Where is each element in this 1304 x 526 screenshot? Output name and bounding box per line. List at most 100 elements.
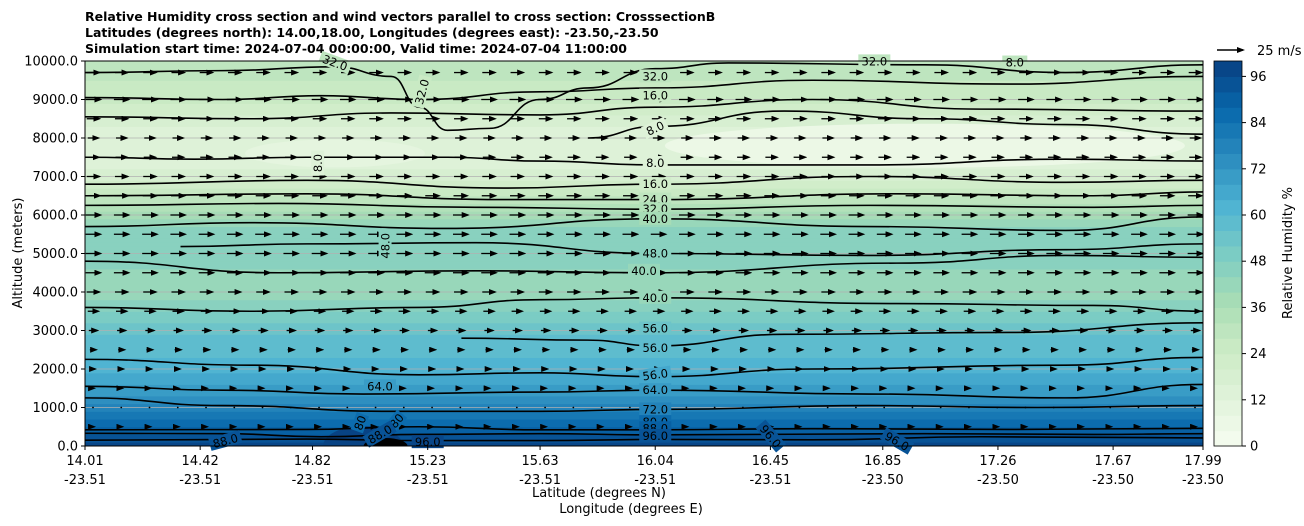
contour-label-bg [639, 383, 672, 397]
contour-label-bg [639, 290, 672, 304]
y-tick-label: 7000.0 [33, 170, 79, 185]
title-line-1: Relative Humidity cross section and wind… [85, 9, 716, 24]
x-tick-label-lat: 16.45 [752, 454, 789, 469]
wind-vector [233, 406, 236, 409]
colorbar-segment [1214, 322, 1242, 339]
humidity-band [85, 360, 1203, 366]
contour-label-bg [317, 50, 353, 75]
contour-label: 56.0 [639, 340, 672, 355]
wind-vector [1194, 406, 1196, 409]
wind-vector [1109, 406, 1112, 409]
wind-vector [289, 406, 292, 409]
y-tick-label: 9000.0 [33, 93, 79, 108]
wind-vector [798, 406, 801, 409]
colorbar-segment [1214, 369, 1242, 385]
contour-label-text: 8.0 [311, 154, 325, 172]
dry-region [245, 139, 426, 168]
colorbar-segment [1214, 415, 1242, 432]
contour-label: 32.0 [411, 74, 433, 109]
colorbar-segment [1214, 430, 1242, 447]
x-axis-label-lat: Latitude (degrees N) [532, 486, 666, 501]
contour-label-bg [639, 246, 672, 260]
contour-label: 16.0 [639, 88, 672, 103]
contour-label-bg [639, 177, 672, 191]
x-tick-label-lon: -23.51 [292, 473, 334, 488]
y-tick-label: 2000.0 [33, 363, 79, 378]
y-tick-label: 0.0 [57, 440, 78, 455]
x-tick-label-lat: 17.67 [1095, 454, 1132, 469]
contour-label-text: 56.0 [642, 322, 668, 336]
x-tick-label-lat: 15.63 [521, 454, 558, 469]
wind-vector [572, 406, 575, 409]
x-tick-label-lon: -23.51 [64, 473, 106, 488]
wind-vector [487, 406, 490, 409]
humidity-band [85, 152, 1203, 158]
humidity-band [85, 314, 1203, 320]
contour-label-text: 40.0 [642, 212, 668, 226]
x-tick-label-lat: 15.23 [409, 454, 446, 469]
y-axis-label: Altitude (meters) [11, 198, 26, 309]
wind-vector [459, 406, 462, 409]
humidity-band [85, 241, 1203, 247]
contour-label-bg [639, 321, 672, 335]
contour-label-text: 16.0 [642, 177, 668, 191]
humidity-band [85, 353, 1203, 358]
humidity-band [85, 64, 1203, 70]
colorbar-segment [1214, 168, 1242, 185]
humidity-band [85, 237, 1203, 243]
contour-label-text: 96.0 [642, 429, 668, 443]
contour-label-bg [311, 150, 325, 176]
contour-label-bg [363, 379, 396, 393]
colorbar-segment [1214, 184, 1242, 201]
title-line-2: Latitudes (degrees north): 14.00,18.00, … [85, 25, 659, 40]
colorbar-segment [1214, 107, 1242, 124]
colorbar-segment [1214, 138, 1242, 154]
contour-label-bg [411, 74, 433, 109]
contour-label-bg [628, 263, 660, 277]
y-tick-label: 4000.0 [33, 286, 79, 301]
y-tick-label: 10000.0 [24, 55, 78, 70]
wind-vector [855, 406, 857, 409]
x-tick-label-lat: 17.26 [979, 454, 1016, 469]
colorbar-segment [1214, 153, 1242, 170]
contour-label-text: 64.0 [367, 379, 393, 393]
contour-label-bg [1002, 55, 1028, 69]
contour-line [85, 397, 1203, 413]
y-axis: 0.0 1000.0 2000.0 3000.0 4000.0 5000.0 6000.0 7… [24, 55, 85, 455]
wind-vector [600, 406, 603, 409]
contour-label-text: 32.0 [642, 69, 668, 83]
colorbar-segment [1214, 122, 1242, 139]
contour-label-bg [639, 402, 672, 416]
x-tick-label-lat: 14.01 [66, 454, 103, 469]
contour-label-text: 56.0 [642, 341, 668, 355]
x-tick-label-lon: -23.50 [1092, 473, 1134, 488]
colorbar-segment [1214, 307, 1242, 324]
wind-vector [431, 406, 433, 409]
x-tick-label-lon: -23.51 [749, 473, 791, 488]
contour-label-bg [639, 69, 672, 83]
wind-vector [374, 406, 377, 409]
chart-title: Relative Humidity cross section and wind… [85, 9, 715, 57]
humidity-band [85, 276, 1203, 281]
humidity-band [85, 145, 1203, 151]
contour-label-text: 48.0 [642, 247, 668, 261]
colorbar-tick-label: 60 [1250, 209, 1267, 224]
colorbar-segment [1214, 338, 1242, 355]
wind-vector [261, 406, 264, 409]
humidity-band [85, 333, 1203, 339]
contour-label-bg [639, 88, 672, 102]
contour-label-text: 40.0 [642, 291, 668, 305]
humidity-band [85, 279, 1203, 285]
wind-vector [713, 406, 716, 409]
humidity-band [85, 303, 1203, 308]
contour-label-bg [755, 419, 787, 453]
wind-vector [741, 406, 744, 409]
colorbar-segment [1214, 199, 1242, 216]
contour-label: 72.0 [639, 402, 672, 416]
colorbar-segment [1214, 292, 1242, 308]
contour-label: 64.0 [639, 383, 672, 397]
colorbar-tick-label: 24 [1250, 347, 1267, 362]
contour-label: 48.0 [639, 246, 672, 261]
humidity-band [85, 102, 1203, 108]
